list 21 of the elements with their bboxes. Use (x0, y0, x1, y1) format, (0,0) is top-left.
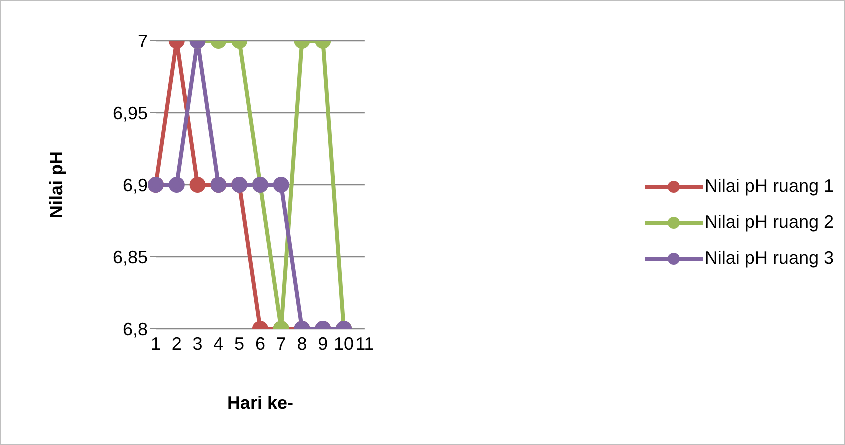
x-tick-label: 2 (172, 334, 182, 354)
legend-label: Nilai pH ruang 1 (704, 176, 834, 197)
y-tick-label: 6,8 (122, 319, 148, 340)
legend-label: Nilai pH ruang 3 (704, 248, 834, 269)
y-tick-label: 7 (138, 31, 148, 52)
y-tick-label: 6,9 (122, 175, 148, 196)
x-tick-label: 4 (214, 334, 224, 354)
x-axis-title: Hari ke- (227, 393, 294, 413)
y-axis-title: Nilai pH (46, 151, 66, 219)
x-tick-label: 8 (297, 334, 308, 354)
x-tick-label: 3 (192, 334, 203, 354)
x-tick-label: 7 (276, 334, 286, 354)
x-tick-label: 9 (318, 334, 328, 354)
y-tick-label: 6,85 (112, 247, 148, 268)
y-tick-label: 6,95 (112, 103, 148, 124)
x-tick-label: 1 (150, 334, 162, 354)
legend-label: Nilai pH ruang 2 (704, 212, 834, 233)
x-tick-label: 6 (255, 334, 266, 354)
x-tick-label: 11 (356, 334, 374, 354)
x-tick-label: 5 (234, 334, 245, 354)
x-tick-label: 10 (334, 334, 354, 354)
